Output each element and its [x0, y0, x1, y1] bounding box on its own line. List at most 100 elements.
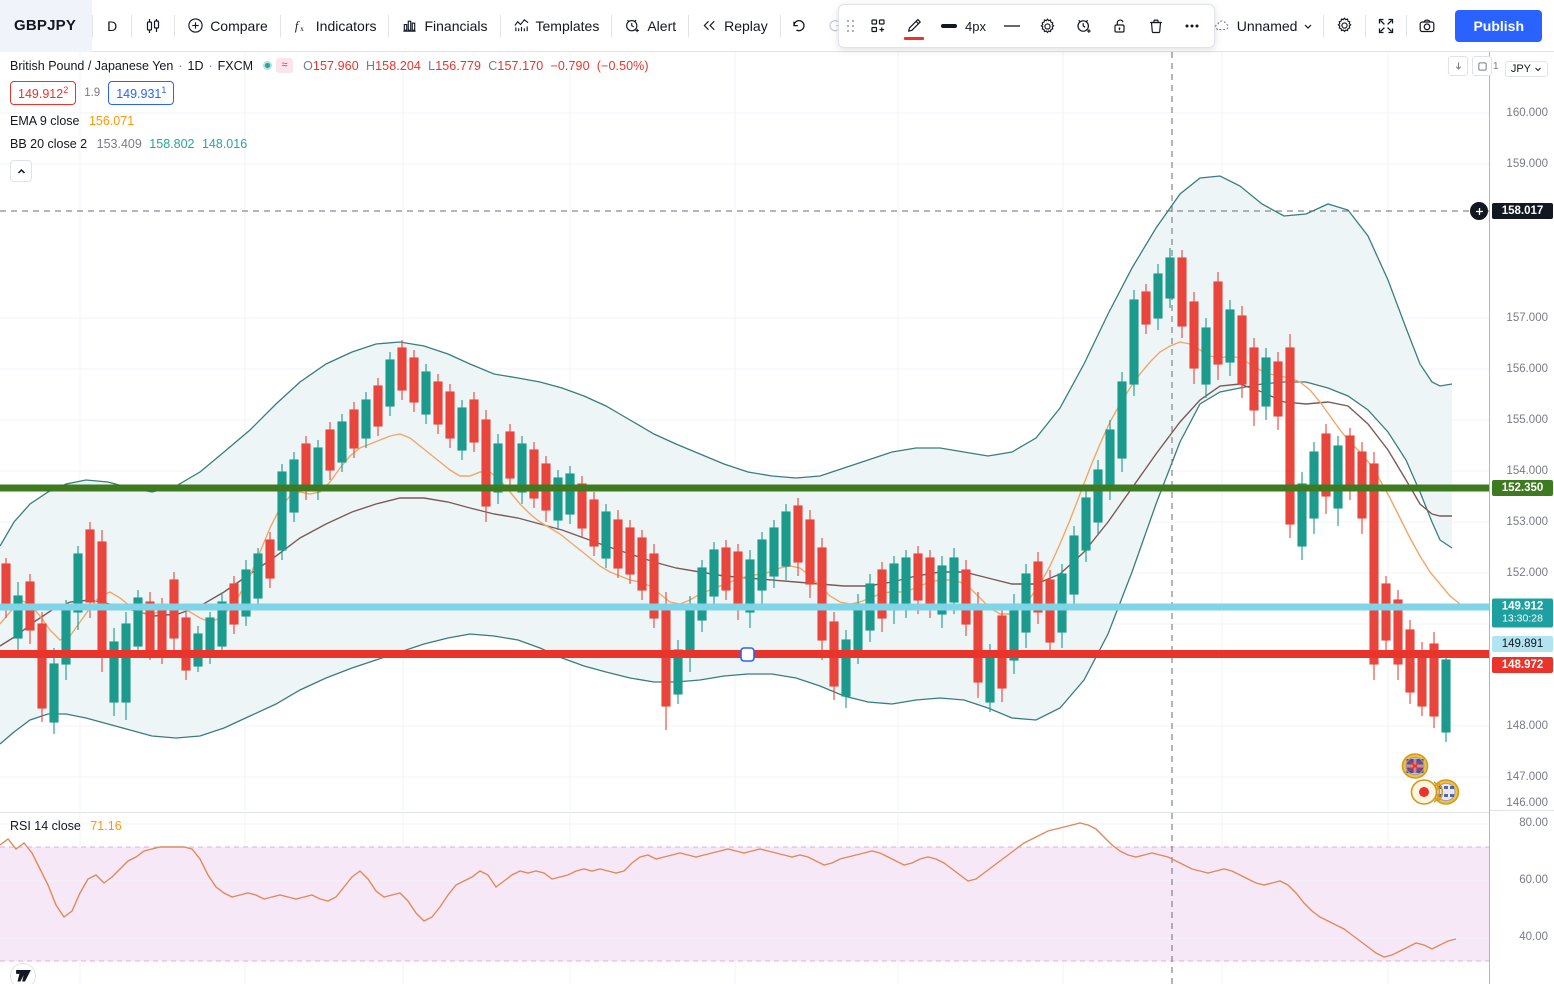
spread-value: 1.9 [84, 87, 101, 100]
financials-bars-icon [401, 17, 418, 34]
gbp-coin-icon [1401, 753, 1429, 779]
svg-text:x: x [300, 24, 304, 33]
rsi-grid-horizontal [0, 823, 1489, 939]
chart-type-button[interactable] [132, 0, 174, 52]
alert-label: Alert [647, 17, 677, 34]
rsi-tick-40: 40.00 [1519, 931, 1548, 943]
crosshair-price-tag[interactable]: 158.017 [1470, 202, 1553, 220]
pen-color-swatch [904, 37, 924, 40]
axis-tick-157: 157.000 [1506, 312, 1548, 324]
axis-tick-156: 156.000 [1506, 363, 1548, 375]
compare-button[interactable]: Compare [175, 0, 280, 52]
undo-icon [790, 17, 808, 35]
red-level-value: 148.972 [1501, 659, 1544, 671]
alarm-clock-add-icon [1075, 17, 1093, 35]
line-style-button[interactable] [994, 8, 1030, 44]
divider [92, 14, 94, 37]
fullscreen-icon [1377, 17, 1395, 35]
teal-level-tag[interactable]: 149.891 [1492, 636, 1553, 652]
drawing-anchor-handle[interactable] [740, 647, 755, 662]
coin-stack-icon [1410, 779, 1444, 805]
add-alert-plus-icon[interactable] [1470, 202, 1488, 220]
rsi-legend[interactable]: RSI 14 close 71.16 [10, 819, 122, 833]
divider [499, 14, 501, 37]
camera-icon [1418, 17, 1436, 35]
more-options-button[interactable] [1174, 8, 1210, 44]
replay-icon [701, 17, 718, 34]
bid-price-button[interactable]: 149.9122 [10, 81, 77, 106]
green-level-tag[interactable]: 152.350 [1492, 480, 1553, 496]
layout-name-label: Unnamed [1236, 17, 1298, 34]
svg-text:f: f [295, 18, 300, 32]
price-pane[interactable]: British Pound / Japanese Yen · 1D · FXCM… [0, 52, 1489, 810]
red-level-tag[interactable]: 148.972 [1492, 657, 1553, 673]
rsi-chart-svg[interactable] [0, 813, 1489, 984]
drag-grip-icon[interactable] [843, 20, 860, 32]
snapshot-button[interactable] [1407, 0, 1447, 52]
indicators-label: Indicators [315, 17, 377, 34]
green-level-value: 152.350 [1501, 482, 1544, 494]
axis-tick-148: 148.000 [1506, 720, 1548, 732]
fullscreen-button[interactable] [1366, 0, 1406, 52]
financials-button[interactable]: Financials [389, 0, 499, 52]
quote-row: 149.9122 1.9 149.9311 [10, 81, 649, 106]
add-alert-on-drawing-button[interactable] [1066, 8, 1102, 44]
price-axis[interactable]: 1 JPY 160.000 159.000 157.000 156.000 15… [1470, 52, 1554, 984]
bb-fill [0, 176, 1452, 744]
symbol-search-button[interactable]: GBPJPY [0, 0, 93, 52]
rsi-grid-vertical [79, 813, 1389, 984]
alarm-clock-icon [624, 17, 641, 34]
delete-drawing-button[interactable] [1138, 8, 1174, 44]
download-data-button[interactable] [1448, 56, 1468, 76]
divider [779, 14, 781, 37]
timeframe-label: D [107, 17, 118, 34]
rsi-tick-80: 80.00 [1519, 817, 1548, 829]
bid-value: 149.912 [18, 87, 64, 102]
tradingview-logo[interactable] [10, 963, 36, 984]
drawing-templates-button[interactable] [860, 8, 896, 44]
rsi-pane[interactable]: RSI 14 close 71.16 [0, 812, 1489, 984]
grid-vertical [79, 52, 1389, 810]
price-chart-svg[interactable] [0, 52, 1489, 810]
rsi-legend-name: RSI 14 close [10, 819, 81, 833]
cloud-dashed-icon [1213, 18, 1231, 33]
gear-icon [1038, 17, 1057, 36]
drawing-settings-button[interactable] [1030, 8, 1066, 44]
collapse-legend-button[interactable] [10, 160, 32, 183]
replay-button[interactable]: Replay [689, 0, 780, 52]
line-width-swatch [940, 21, 960, 31]
reset-scale-button[interactable] [1472, 56, 1492, 76]
pen-color-icon [905, 17, 923, 35]
plus-circle-icon [187, 17, 204, 34]
line-width-button[interactable]: 4px [932, 8, 994, 44]
divider [1323, 14, 1325, 37]
pen-color-button[interactable] [896, 8, 932, 44]
rsi-band-fill [0, 847, 1489, 961]
undo-button[interactable] [781, 0, 817, 52]
templates-button[interactable]: Templates [501, 0, 612, 52]
layout-name-button[interactable]: Unnamed [1203, 0, 1324, 52]
reset-scale-icon [1477, 61, 1488, 72]
currency-selector[interactable]: JPY [1504, 61, 1548, 77]
axis-tick-159: 159.000 [1506, 158, 1548, 170]
main-toolbar: GBPJPY D Co [0, 0, 1554, 52]
publish-button[interactable]: Publish [1455, 9, 1542, 42]
divider [388, 14, 390, 37]
chart-settings-button[interactable] [1324, 0, 1365, 52]
divider [1406, 14, 1408, 37]
indicators-button[interactable]: f x Indicators [281, 0, 389, 52]
financials-label: Financials [424, 17, 488, 34]
last-price-tag[interactable]: 149.912 13:30:28 [1492, 598, 1553, 628]
currency-marker-group[interactable] [1398, 752, 1464, 810]
line-style-icon [1002, 21, 1022, 31]
divider [131, 14, 133, 37]
lock-drawing-button[interactable] [1102, 8, 1138, 44]
templates-icon [513, 17, 530, 34]
download-icon [1453, 61, 1464, 72]
ask-price-button[interactable]: 149.9311 [108, 81, 175, 106]
crosshair-price-value: 158.017 [1501, 205, 1544, 217]
axis-tick-147: 147.000 [1506, 771, 1548, 783]
timeframe-button[interactable]: D [93, 0, 131, 52]
alert-button[interactable]: Alert [612, 0, 688, 52]
axis-tick-155: 155.000 [1506, 414, 1548, 426]
